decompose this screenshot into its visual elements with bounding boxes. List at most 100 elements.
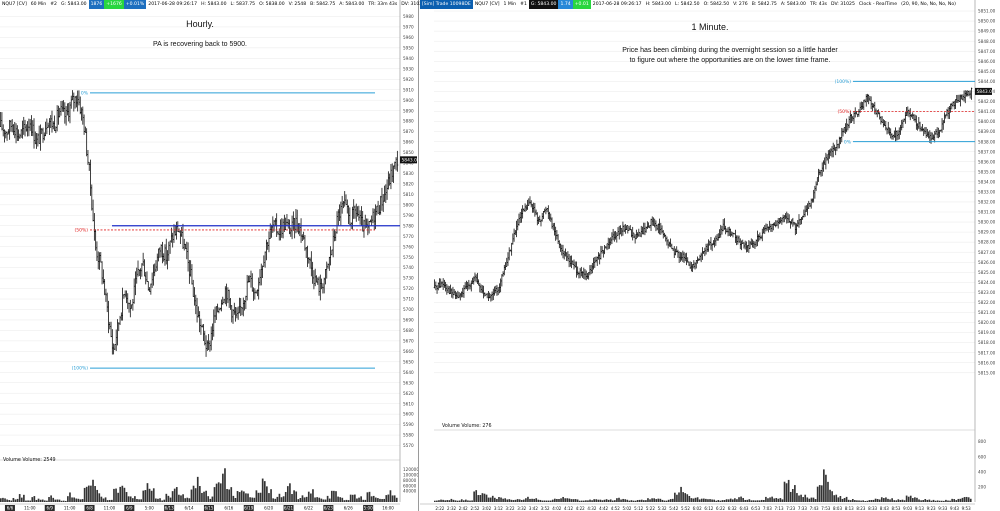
volume-bar (500, 497, 502, 502)
volume-bar (320, 498, 323, 502)
volume-bar (25, 500, 27, 502)
time-label-box (223, 505, 234, 511)
time-label-group: 6/20 (263, 505, 274, 511)
time-tick-label: 8:53 (891, 506, 900, 511)
volume-bar (127, 496, 130, 502)
time-label-box (184, 505, 195, 511)
volume-bar (343, 500, 346, 502)
volume-bar (800, 494, 802, 502)
time-tick-label: 3:02 (482, 506, 491, 511)
price-tick-label: 5841.00 (978, 109, 996, 114)
price-tick-label: 5790 (403, 213, 414, 218)
time-label-group: 5:42 (669, 506, 678, 511)
volume-bar (255, 490, 258, 502)
volume-bar (820, 485, 823, 502)
volume-bar (56, 499, 59, 502)
volume-bar (134, 496, 136, 502)
time-label-box (144, 505, 155, 511)
volume-tick-label: 60000 (403, 483, 417, 488)
volume-bar (812, 497, 815, 502)
header-field: NQU7 [CV] (474, 2, 500, 7)
volume-bar (777, 498, 780, 502)
price-tick-label: 5820.00 (978, 320, 996, 325)
volume-bar (148, 488, 151, 502)
volume-bar (222, 473, 224, 502)
volume-bar (587, 500, 589, 502)
time-tick-label: 11:00 (104, 506, 116, 511)
volume-bar (150, 490, 153, 502)
time-label-group: 6/21 (283, 505, 294, 511)
volume-bar (671, 498, 674, 502)
volume-bar (680, 486, 682, 502)
time-tick-label: 2:32 (447, 506, 456, 511)
time-tick-label: 7:13 (775, 506, 784, 511)
time-tick-label: 9:13 (915, 506, 924, 511)
volume-bar (491, 495, 494, 502)
volume-bar (37, 498, 40, 502)
price-tick-label: 5823.00 (978, 290, 996, 295)
volume-bar (796, 493, 798, 502)
volume-bar (887, 498, 889, 502)
volume-bar (20, 497, 23, 502)
volume-bar (845, 496, 848, 502)
price-tick-label: 5870 (403, 129, 414, 134)
volume-bar (284, 491, 287, 502)
volume-bar (554, 498, 556, 502)
volume-bar (512, 500, 515, 502)
time-tick-label: 6/21 (284, 506, 293, 511)
volume-bar (535, 498, 538, 502)
header-field: +0.01 (572, 0, 591, 9)
volume-bar (765, 496, 767, 502)
volume-bar (669, 499, 672, 502)
volume-bar (705, 498, 707, 502)
volume-bar (276, 496, 279, 502)
volume-bar (360, 496, 362, 502)
header-field: (20, 90, No, No, No, No) (901, 2, 956, 7)
price-tick-label: 5620 (403, 391, 414, 396)
time-label-group: 7:53 (821, 506, 830, 511)
hourly-chart-panel[interactable]: NQU7 [CV] 60 Min #2 G: 5843.00 1876 +1676 +0.0… (0, 0, 425, 511)
volume-bar (253, 497, 256, 502)
volume-bar (545, 500, 548, 502)
volume-bar (240, 490, 243, 502)
fib-level-label: (100%) (835, 79, 852, 85)
volume-bar (136, 499, 138, 502)
time-tick-label: 6/26 (344, 506, 353, 511)
volume-bar (874, 498, 877, 502)
time-label-box (243, 505, 254, 511)
volume-bar (823, 469, 825, 502)
volume-bar (247, 493, 249, 502)
volume-bar (916, 497, 918, 502)
one-minute-chart-canvas[interactable]: 5815.00 5816.00 5817.00 5818.00 5819.00 5820.… (420, 0, 1000, 511)
time-label-box (343, 505, 354, 511)
volume-bar (514, 499, 517, 502)
hourly-chart-canvas[interactable]: 5570 5580 5590 5600 5610 5620 5630 5640 5650 5660… (0, 0, 418, 511)
volume-bar (818, 485, 821, 502)
price-tick-label: 5819.00 (978, 330, 996, 335)
volume-bar (234, 498, 237, 502)
volume-bar (356, 498, 358, 502)
price-tick-label: 5851.00 (978, 9, 996, 14)
price-tick-label: 5950 (403, 45, 414, 50)
volume-bar (860, 500, 862, 502)
volume-bar (335, 491, 337, 502)
volume-bar (783, 481, 786, 502)
time-label-group: 4:22 (576, 506, 585, 511)
volume-bar (6, 499, 8, 502)
time-tick-label: 6:43 (739, 506, 748, 511)
time-tick-label: 6/16 (224, 506, 233, 511)
volume-bar (868, 500, 871, 502)
price-tick-label: 5650 (403, 359, 414, 364)
time-label-group: 6/6 (4, 505, 15, 511)
header-field: DV: 31025 (831, 2, 855, 7)
time-label-box (44, 505, 55, 511)
price-tick-label: 5910 (403, 87, 414, 92)
volume-bar (434, 500, 436, 502)
one-minute-chart-panel[interactable]: [Sim] Trade 10098DE NQU7 [CV] 1 Min #1 G: 58… (420, 0, 1000, 511)
volume-bar (48, 497, 50, 502)
volume-bar (564, 498, 567, 502)
volume-bar (129, 496, 132, 502)
volume-bar (391, 495, 394, 502)
volume-bar (347, 500, 350, 502)
volume-bar (640, 499, 643, 502)
